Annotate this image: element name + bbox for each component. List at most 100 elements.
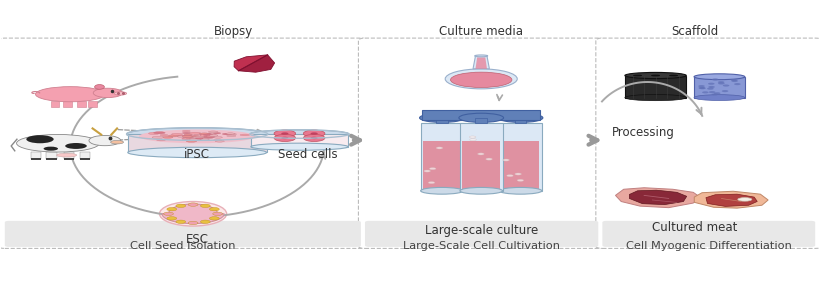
Ellipse shape xyxy=(183,134,192,136)
Ellipse shape xyxy=(189,138,201,140)
Ellipse shape xyxy=(698,87,704,89)
Bar xyxy=(51,101,59,107)
Ellipse shape xyxy=(152,136,164,138)
Ellipse shape xyxy=(199,133,209,135)
Bar xyxy=(624,75,686,98)
Text: Seed cells: Seed cells xyxy=(278,148,337,160)
Ellipse shape xyxy=(200,135,210,136)
Polygon shape xyxy=(694,191,767,208)
Ellipse shape xyxy=(632,74,642,77)
Ellipse shape xyxy=(450,72,511,87)
Ellipse shape xyxy=(429,168,436,170)
Ellipse shape xyxy=(189,132,201,134)
Ellipse shape xyxy=(468,136,475,138)
Ellipse shape xyxy=(200,133,211,135)
Ellipse shape xyxy=(650,74,659,77)
Ellipse shape xyxy=(514,173,521,175)
Bar xyxy=(514,118,526,123)
Ellipse shape xyxy=(469,139,476,141)
Bar xyxy=(459,123,502,191)
Text: Culture media: Culture media xyxy=(439,25,523,38)
Ellipse shape xyxy=(310,132,317,135)
Ellipse shape xyxy=(114,92,126,95)
Ellipse shape xyxy=(274,130,296,137)
Ellipse shape xyxy=(722,84,728,87)
Ellipse shape xyxy=(188,221,197,225)
Polygon shape xyxy=(473,56,489,69)
FancyBboxPatch shape xyxy=(0,38,367,249)
Ellipse shape xyxy=(126,128,268,140)
Polygon shape xyxy=(162,204,224,224)
Ellipse shape xyxy=(731,80,737,82)
Ellipse shape xyxy=(445,69,517,89)
Polygon shape xyxy=(615,188,699,208)
Ellipse shape xyxy=(707,83,713,85)
Ellipse shape xyxy=(195,136,204,138)
Ellipse shape xyxy=(160,201,226,226)
Ellipse shape xyxy=(200,139,209,140)
Ellipse shape xyxy=(222,133,232,135)
Ellipse shape xyxy=(474,55,487,57)
Ellipse shape xyxy=(701,91,708,93)
Bar xyxy=(420,123,463,191)
Ellipse shape xyxy=(182,135,192,137)
Ellipse shape xyxy=(737,198,751,201)
Ellipse shape xyxy=(205,135,214,136)
Ellipse shape xyxy=(206,133,216,135)
Ellipse shape xyxy=(168,135,179,137)
Bar xyxy=(79,158,89,160)
Ellipse shape xyxy=(186,136,192,137)
Text: Cell Myogenic Differentiation: Cell Myogenic Differentiation xyxy=(625,241,791,251)
Ellipse shape xyxy=(717,81,723,83)
Bar xyxy=(77,101,85,107)
Ellipse shape xyxy=(111,140,124,144)
Ellipse shape xyxy=(212,212,222,216)
Ellipse shape xyxy=(204,136,214,138)
Ellipse shape xyxy=(624,95,686,101)
Ellipse shape xyxy=(708,91,714,93)
Ellipse shape xyxy=(35,87,105,102)
Ellipse shape xyxy=(485,158,491,160)
Ellipse shape xyxy=(66,143,87,149)
Text: Processing: Processing xyxy=(611,126,674,139)
Ellipse shape xyxy=(420,188,463,194)
Text: Cultured meat: Cultured meat xyxy=(651,221,736,234)
Ellipse shape xyxy=(693,74,744,80)
Ellipse shape xyxy=(423,170,430,172)
Ellipse shape xyxy=(200,204,210,208)
Bar xyxy=(475,118,486,123)
Ellipse shape xyxy=(667,74,677,77)
FancyBboxPatch shape xyxy=(364,221,598,247)
Ellipse shape xyxy=(200,220,210,223)
Text: Large-scale culture: Large-scale culture xyxy=(424,224,537,237)
Ellipse shape xyxy=(213,140,221,141)
Bar xyxy=(64,158,74,160)
FancyBboxPatch shape xyxy=(595,38,819,249)
Ellipse shape xyxy=(175,204,185,208)
Ellipse shape xyxy=(706,87,713,90)
Ellipse shape xyxy=(209,208,219,211)
Ellipse shape xyxy=(498,113,542,122)
Bar xyxy=(693,77,744,98)
Ellipse shape xyxy=(303,134,324,141)
Polygon shape xyxy=(629,190,686,205)
Ellipse shape xyxy=(667,74,677,77)
FancyBboxPatch shape xyxy=(5,221,360,247)
Text: iPSC: iPSC xyxy=(184,148,210,160)
Text: Biopsy: Biopsy xyxy=(214,25,253,38)
Bar xyxy=(499,123,541,191)
Bar xyxy=(88,101,97,107)
Ellipse shape xyxy=(182,130,190,132)
Ellipse shape xyxy=(208,131,218,133)
Bar xyxy=(423,141,460,189)
Bar xyxy=(436,118,447,123)
FancyBboxPatch shape xyxy=(602,221,814,247)
Ellipse shape xyxy=(721,90,727,92)
Bar xyxy=(30,158,41,160)
Ellipse shape xyxy=(206,135,215,137)
Ellipse shape xyxy=(188,203,197,206)
Ellipse shape xyxy=(182,137,191,139)
Ellipse shape xyxy=(459,188,502,194)
Ellipse shape xyxy=(310,137,317,139)
Polygon shape xyxy=(475,57,486,69)
